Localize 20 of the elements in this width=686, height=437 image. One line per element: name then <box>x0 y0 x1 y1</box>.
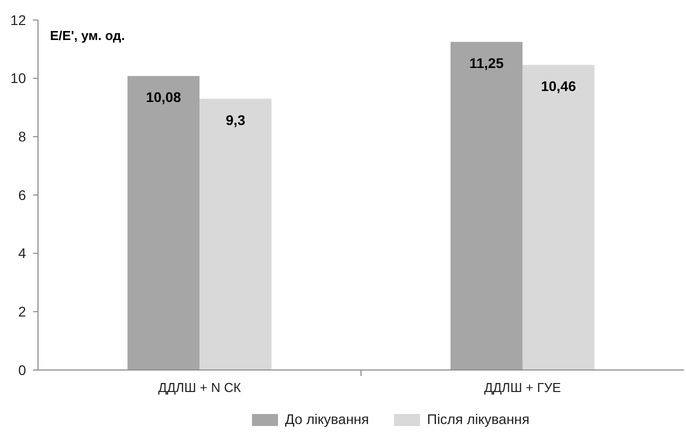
bar <box>522 64 594 370</box>
y-tick-label: 8 <box>18 128 26 145</box>
bar <box>450 42 522 370</box>
legend-label: Після лікування <box>427 411 530 427</box>
x-tick-label: ДДЛШ + ГУЕ <box>484 380 562 395</box>
y-tick-label: 0 <box>18 362 26 378</box>
y-tick-label: 12 <box>10 12 26 28</box>
legend-label: До лікування <box>285 411 369 427</box>
y-tick-label: 2 <box>18 304 26 320</box>
bar <box>128 76 200 370</box>
data-label: 10,08 <box>146 89 182 105</box>
bar <box>200 98 272 370</box>
data-label: 11,25 <box>469 54 504 71</box>
x-tick-label: ДДЛШ + N СК <box>158 380 242 395</box>
y-tick-label: 6 <box>18 186 26 203</box>
y-tick-label: 4 <box>18 245 26 262</box>
data-label: 10,46 <box>540 78 576 94</box>
data-label: 9,3 <box>226 112 246 128</box>
y-tick-label: 10 <box>10 70 26 86</box>
y-axis-title: E/E', ум. од. <box>50 28 125 43</box>
